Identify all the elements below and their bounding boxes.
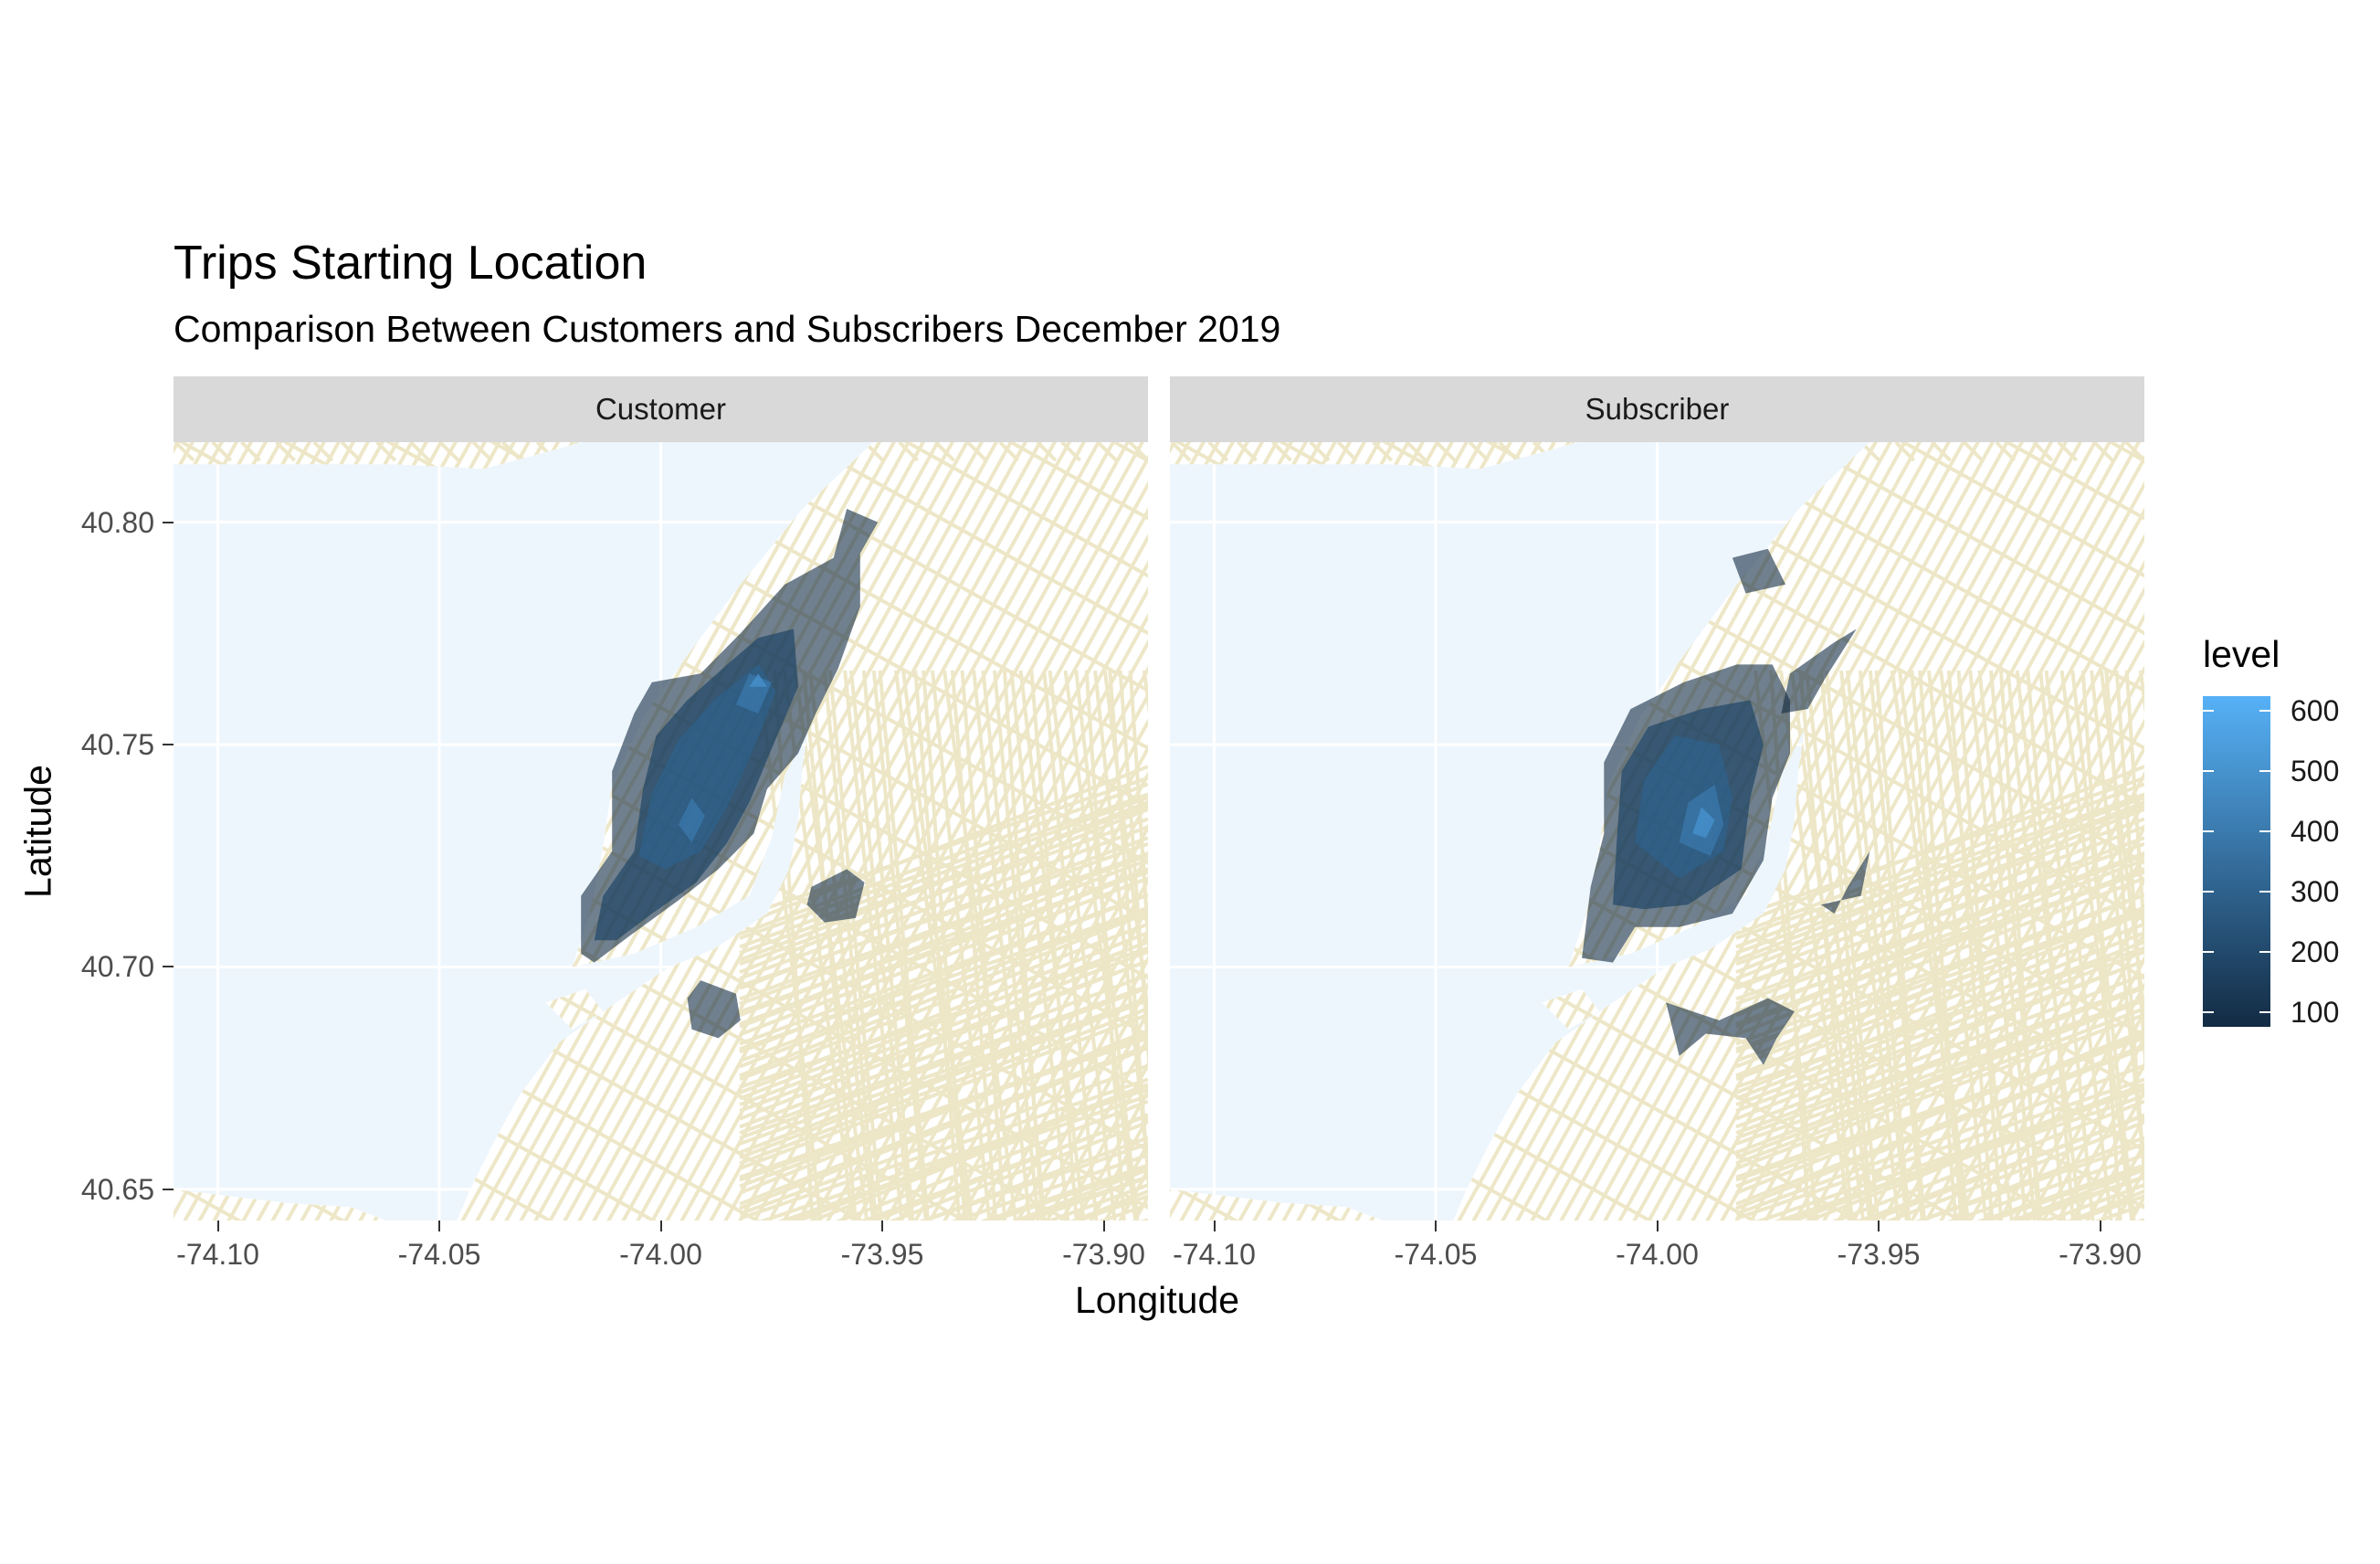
density-contours: [1582, 548, 1870, 1065]
contour-level-500: [1692, 807, 1715, 839]
legend-label: 300: [2290, 874, 2340, 908]
x-tick-mark: [1102, 1221, 1105, 1231]
contour-level-100: [1666, 998, 1795, 1065]
legend-tick: [2259, 1010, 2270, 1013]
x-tick-label: -74.05: [397, 1238, 481, 1271]
density-contours: [581, 509, 879, 1039]
x-tick-label: -74.05: [1394, 1238, 1478, 1271]
legend-tick: [2203, 830, 2214, 833]
chart-subtitle: Comparison Between Customers and Subscri…: [174, 308, 1281, 350]
contour-level-100: [687, 980, 741, 1039]
legend-title: level: [2203, 633, 2280, 675]
legend-tick: [2259, 710, 2270, 713]
map-panel-customer: [174, 442, 1148, 1221]
contour-level-300: [638, 664, 776, 870]
legend-tick: [2259, 950, 2270, 953]
legend-colorbar: [2203, 696, 2270, 1027]
y-tick-mark: [163, 1188, 174, 1190]
x-tick-label: -73.90: [2059, 1238, 2142, 1271]
x-tick-mark: [659, 1221, 662, 1231]
legend-label: 100: [2290, 995, 2340, 1029]
legend-label: 400: [2290, 815, 2340, 849]
legend-tick: [2259, 830, 2270, 833]
x-tick-label: -74.10: [176, 1238, 259, 1271]
legend-tick: [2203, 890, 2214, 893]
legend-tick: [2203, 1010, 2214, 1013]
x-tick-label: -74.10: [1173, 1238, 1256, 1271]
legend-tick: [2203, 950, 2214, 953]
y-tick-label: 40.75: [80, 728, 154, 762]
x-tick-mark: [1435, 1221, 1437, 1231]
x-tick-label: -73.95: [840, 1238, 924, 1271]
map-canvas-subscriber: [1170, 442, 2144, 1221]
legend-tick: [2203, 710, 2214, 713]
x-tick-mark: [2099, 1221, 2101, 1231]
legend-tick: [2259, 770, 2270, 773]
legend-tick: [2203, 770, 2214, 773]
y-axis-label: Latitude: [16, 765, 59, 898]
x-tick-label: -73.90: [1062, 1238, 1145, 1271]
x-tick-mark: [216, 1221, 219, 1231]
legend-label: 500: [2290, 755, 2340, 788]
x-tick-label: -73.95: [1837, 1238, 1921, 1271]
legend-label: 200: [2290, 935, 2340, 968]
x-tick-mark: [1878, 1221, 1880, 1231]
facet-strip-subscriber: Subscriber: [1170, 376, 2144, 442]
y-tick-label: 40.65: [80, 1172, 154, 1206]
y-tick-mark: [163, 966, 174, 968]
x-tick-mark: [881, 1221, 883, 1231]
contour-level-100: [1821, 851, 1870, 914]
x-tick-mark: [1213, 1221, 1216, 1231]
facet-strip-customer: Customer: [174, 376, 1148, 442]
contour-level-100: [1781, 629, 1857, 713]
map-panel-subscriber: [1170, 442, 2144, 1221]
contour-level-400: [678, 798, 705, 843]
contour-level-100: [1732, 548, 1786, 594]
chart-title: Trips Starting Location: [174, 237, 648, 290]
map-canvas-customer: [174, 442, 1148, 1221]
contour-level-100: [806, 869, 865, 923]
legend-tick: [2259, 890, 2270, 893]
y-tick-label: 40.80: [80, 505, 154, 539]
y-tick-mark: [163, 744, 174, 746]
legend-label: 600: [2290, 694, 2340, 728]
x-tick-label: -74.00: [619, 1238, 702, 1271]
x-tick-mark: [1656, 1221, 1659, 1231]
y-tick-label: 40.70: [80, 950, 154, 984]
x-axis-label: Longitude: [1074, 1279, 1240, 1321]
contour-level-500: [749, 673, 767, 687]
x-tick-mark: [438, 1221, 440, 1231]
y-tick-mark: [163, 521, 174, 523]
x-tick-label: -74.00: [1616, 1238, 1699, 1271]
